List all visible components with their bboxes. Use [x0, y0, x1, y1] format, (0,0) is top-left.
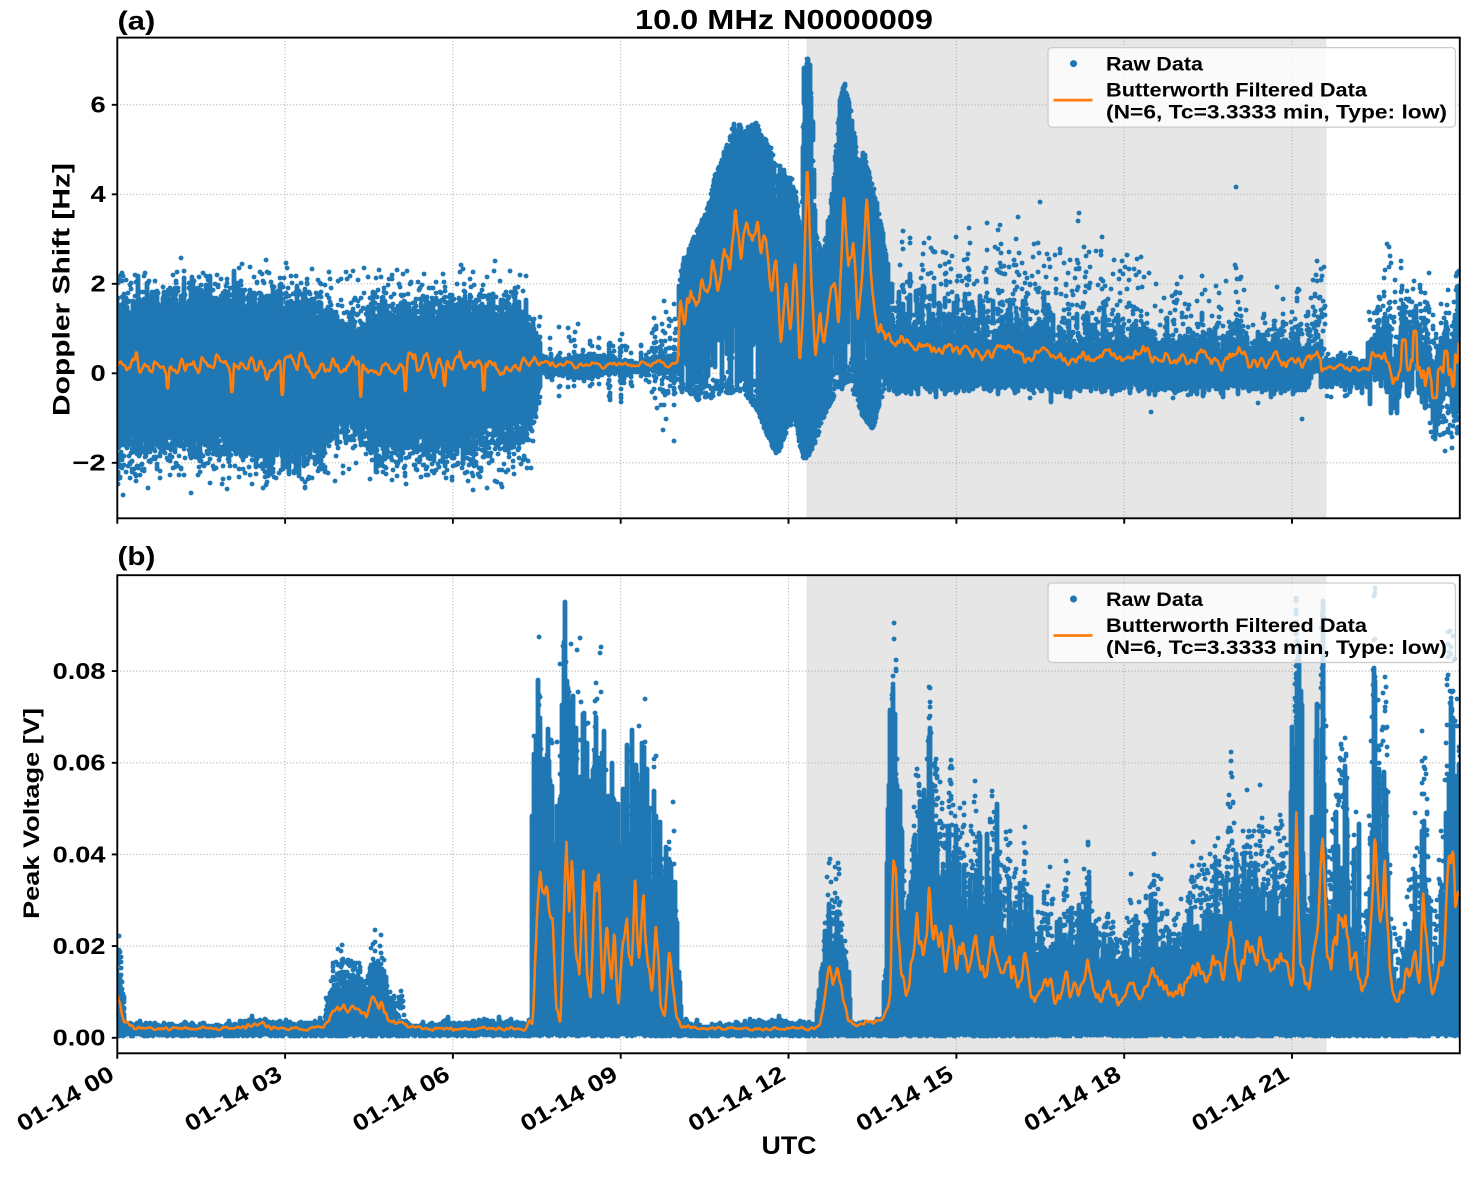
- svg-text:(a): (a): [118, 6, 156, 36]
- svg-text:0: 0: [91, 360, 106, 386]
- svg-text:(b): (b): [118, 541, 156, 571]
- svg-text:6: 6: [91, 92, 106, 118]
- svg-text:Raw Data: Raw Data: [1106, 590, 1203, 611]
- svg-text:4: 4: [91, 181, 106, 207]
- svg-text:2: 2: [91, 271, 106, 297]
- svg-text:Doppler Shift [Hz]: Doppler Shift [Hz]: [48, 163, 75, 416]
- svg-text:0.02: 0.02: [53, 933, 106, 959]
- svg-text:Butterworth Filtered Data: Butterworth Filtered Data: [1106, 616, 1367, 637]
- svg-text:Peak Voltage [V]: Peak Voltage [V]: [19, 708, 44, 919]
- svg-text:−2: −2: [72, 450, 105, 476]
- svg-text:(N=6, Tc=3.3333 min, Type: low: (N=6, Tc=3.3333 min, Type: low): [1106, 638, 1447, 659]
- svg-text:0.08: 0.08: [53, 658, 106, 684]
- svg-text:0.06: 0.06: [53, 750, 106, 776]
- svg-text:UTC: UTC: [762, 1132, 817, 1160]
- svg-text:10.0 MHz N0000009: 10.0 MHz N0000009: [635, 4, 933, 35]
- svg-text:Raw Data: Raw Data: [1106, 55, 1203, 76]
- svg-text:(N=6, Tc=3.3333 min, Type: low: (N=6, Tc=3.3333 min, Type: low): [1106, 103, 1447, 124]
- svg-text:0.00: 0.00: [53, 1025, 106, 1051]
- svg-text:0.04: 0.04: [53, 841, 106, 867]
- svg-text:Butterworth Filtered Data: Butterworth Filtered Data: [1106, 81, 1367, 102]
